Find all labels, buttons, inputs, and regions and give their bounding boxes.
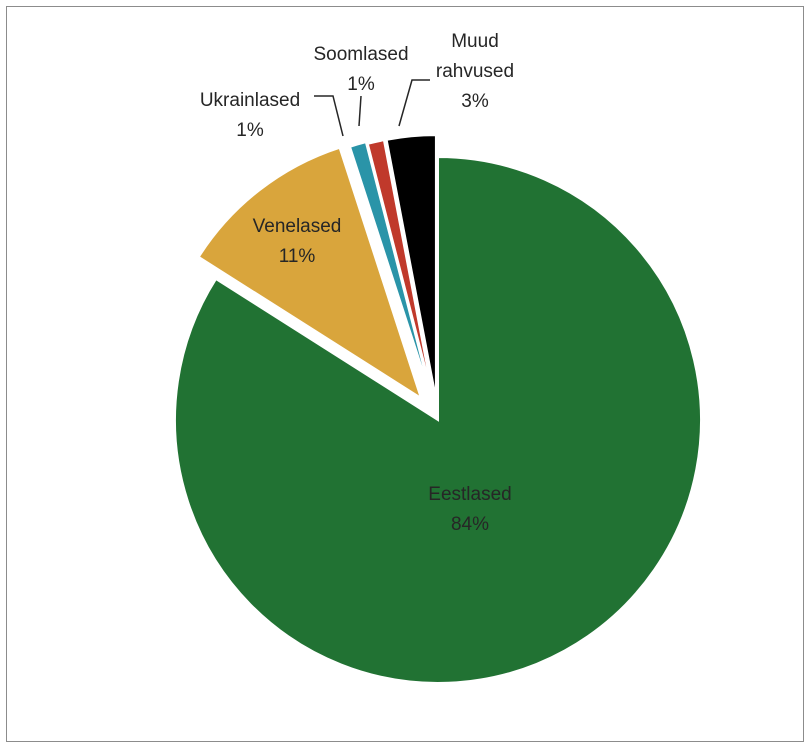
- label-eestlased-name: Eestlased: [428, 484, 511, 505]
- label-venelased-percent: 11%: [279, 246, 316, 267]
- leader-soomlased: [358, 95, 362, 127]
- pie-slice-venelased: [197, 146, 423, 401]
- label-muud-name-line2: rahvused: [436, 61, 514, 82]
- label-ukrainlased-percent: 1%: [236, 120, 264, 141]
- pie-slice-ukrainlased: [348, 140, 433, 398]
- label-ukrainlased-name: Ukrainlased: [200, 90, 300, 111]
- pie-slice-soomlased: [366, 139, 435, 399]
- leader-ukrainlased: [314, 95, 344, 137]
- label-soomlased-percent: 1%: [347, 74, 375, 95]
- label-venelased-name: Venelased: [253, 216, 342, 237]
- label-muud-name-line1: Muud: [451, 31, 499, 52]
- label-eestlased-percent: 84%: [451, 514, 489, 535]
- pie-slice-muud-rahvused: [385, 134, 437, 399]
- leader-muud: [398, 79, 430, 127]
- label-soomlased-name: Soomlased: [313, 44, 408, 65]
- pie-slice-eestlased: [174, 155, 702, 684]
- label-muud-percent: 3%: [461, 91, 489, 112]
